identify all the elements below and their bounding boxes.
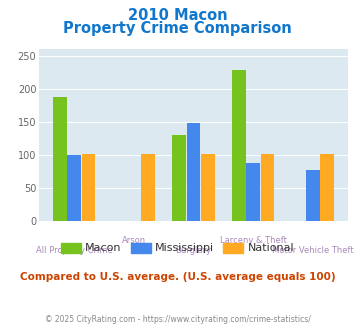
- Legend: Macon, Mississippi, National: Macon, Mississippi, National: [56, 238, 299, 258]
- Bar: [261, 154, 274, 221]
- Bar: [232, 70, 246, 221]
- Bar: [306, 170, 320, 221]
- Bar: [201, 154, 215, 221]
- Bar: [53, 97, 67, 221]
- Bar: [187, 123, 200, 221]
- Bar: [82, 154, 95, 221]
- Text: Motor Vehicle Theft: Motor Vehicle Theft: [272, 246, 354, 255]
- Text: 2010 Macon: 2010 Macon: [128, 8, 227, 23]
- Bar: [67, 155, 81, 221]
- Text: Burglary: Burglary: [175, 246, 212, 255]
- Text: Arson: Arson: [122, 236, 146, 245]
- Bar: [141, 154, 155, 221]
- Text: Larceny & Theft: Larceny & Theft: [220, 236, 286, 245]
- Text: All Property Crime: All Property Crime: [36, 246, 113, 255]
- Text: Compared to U.S. average. (U.S. average equals 100): Compared to U.S. average. (U.S. average …: [20, 272, 335, 282]
- Text: © 2025 CityRating.com - https://www.cityrating.com/crime-statistics/: © 2025 CityRating.com - https://www.city…: [45, 315, 310, 324]
- Text: Property Crime Comparison: Property Crime Comparison: [63, 21, 292, 36]
- Bar: [246, 163, 260, 221]
- Bar: [172, 135, 186, 221]
- Bar: [320, 154, 334, 221]
